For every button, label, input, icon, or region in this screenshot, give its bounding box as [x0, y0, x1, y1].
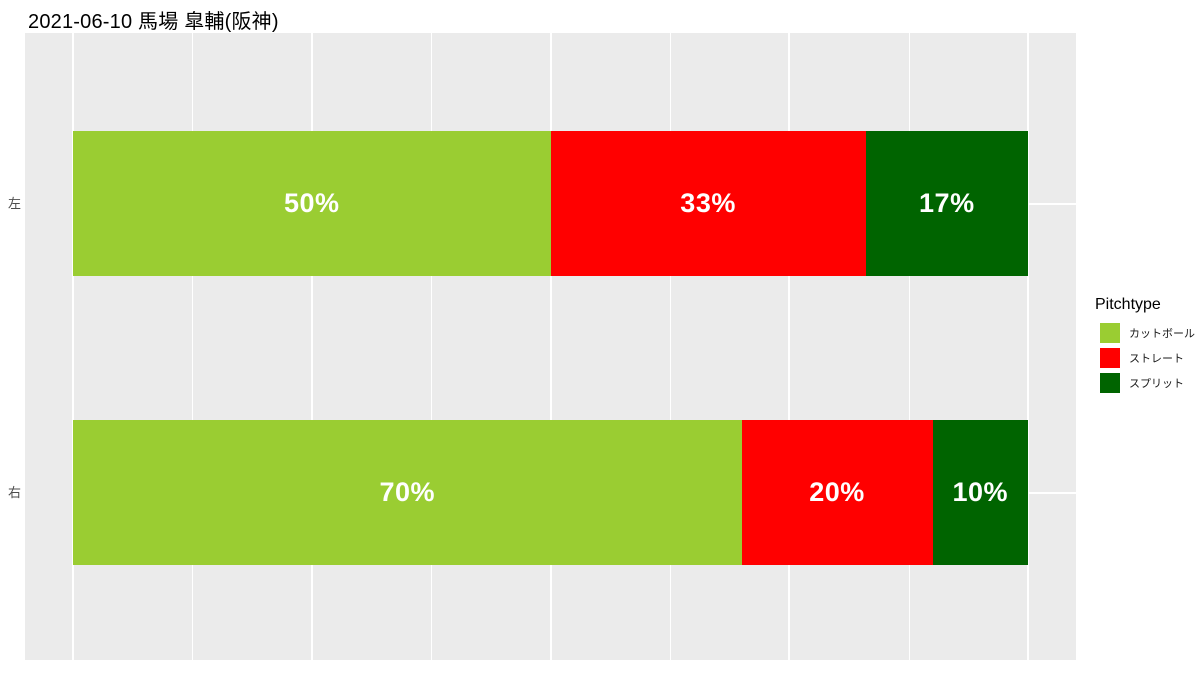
- legend: Pitchtype カットボール ストレートスプリット: [1093, 296, 1198, 398]
- bar-row: 70% 20% 10%: [73, 420, 1028, 565]
- legend-item: ストレート: [1100, 348, 1198, 368]
- legend-items: カットボール ストレートスプリット: [1093, 323, 1198, 393]
- bar-segment: 70%: [73, 420, 742, 565]
- gridline-major: [310, 33, 313, 660]
- legend-item-label: カットボール: [1129, 328, 1195, 340]
- legend-item: スプリット: [1100, 373, 1198, 393]
- legend-item-label: ストレート: [1129, 353, 1184, 365]
- bars-layer: 50% 33% 17% 70% 20% 10%: [73, 33, 1028, 660]
- bar-segment: 17%: [865, 131, 1028, 276]
- legend-title: Pitchtype: [1095, 296, 1161, 313]
- bar-segment-label: 70%: [379, 477, 436, 507]
- bar-segment: 20%: [741, 420, 933, 565]
- legend-swatch: [1100, 348, 1120, 368]
- legend-swatch: [1100, 323, 1120, 343]
- legend-item-label: スプリット: [1129, 378, 1184, 390]
- bar-segment-label: 50%: [283, 188, 340, 218]
- chart-title: 2021-06-10 馬場 皐輔(阪神): [28, 11, 279, 33]
- bar-segment-label: 33%: [680, 188, 736, 218]
- gridline-major: [1027, 33, 1029, 660]
- bar-segment: 50%: [73, 131, 551, 276]
- legend-item: カットボール: [1100, 323, 1198, 343]
- bar-segment-label: 20%: [809, 477, 865, 507]
- gridline-major: [549, 33, 552, 660]
- gridline-minor: [669, 33, 671, 660]
- bar-row: 50% 33% 17%: [73, 131, 1028, 276]
- gridline-major: [72, 33, 74, 660]
- bar-segment: 33%: [550, 131, 866, 276]
- y-axis-label: 右: [7, 484, 21, 500]
- gridline-minor: [908, 33, 910, 660]
- gridline-minor: [192, 33, 194, 660]
- plot-panel: 50% 33% 17% 70% 20% 10%: [25, 33, 1076, 660]
- legend-swatch: [1100, 373, 1120, 393]
- bar-segment-label: 17%: [919, 188, 975, 218]
- gridline-minor: [431, 33, 433, 660]
- bar-segment: 10%: [932, 420, 1028, 565]
- gridline-major: [788, 33, 791, 660]
- y-axis-label: 左: [7, 195, 21, 211]
- bar-segment-label: 10%: [952, 477, 1009, 507]
